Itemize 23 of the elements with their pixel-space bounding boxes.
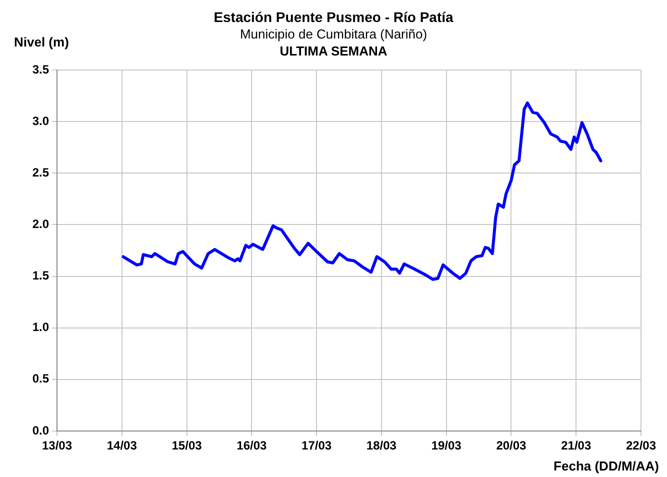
x-tick-label: 13/03	[42, 438, 72, 453]
text: ULTIMA SEMANA	[280, 44, 388, 59]
y-tick-label: 0.0	[32, 423, 50, 438]
y-tick-label: 2.0	[32, 217, 50, 232]
y-tick-label: 1.5	[32, 268, 50, 283]
y-tick-label: 3.5	[32, 62, 50, 76]
y-tick-label: 1.0	[32, 320, 50, 334]
y-axis-title: Nivel (m)	[14, 34, 69, 50]
x-tick-label: 17/03	[302, 438, 332, 453]
x-tick-label: 19/03	[431, 438, 462, 453]
x-tick-label: 18/03	[366, 438, 397, 453]
y-tick-label: 3.0	[32, 114, 50, 128]
x-axis-title: Fecha (DD/M/AA)	[554, 458, 659, 474]
chart-title: Estación Puente Pusmeo - Río Patía	[214, 8, 454, 25]
y-tick-label: 0.5	[32, 372, 50, 386]
x-tick-label: 15/03	[172, 438, 202, 453]
x-tick-label: 20/03	[496, 438, 527, 453]
x-tick-label: 21/03	[561, 438, 592, 453]
x-tick-label: 14/03	[106, 438, 138, 453]
x-tick-label: 16/03	[236, 438, 268, 453]
chart-subtitle: Municipio de Cumbitara (Nariño)	[240, 26, 428, 42]
y-tick-label: 2.5	[32, 165, 50, 180]
x-tick-label: 22/03	[626, 438, 656, 453]
